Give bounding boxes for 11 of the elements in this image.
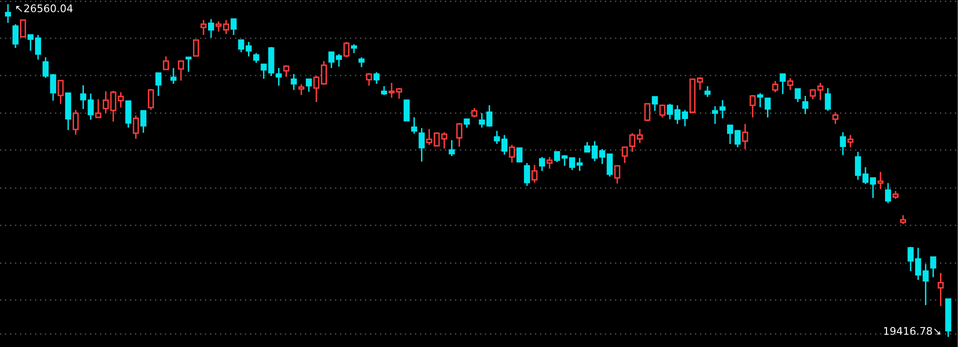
candlestick xyxy=(208,18,214,38)
candlestick xyxy=(276,67,282,86)
candlestick xyxy=(824,87,831,112)
candlestick xyxy=(290,73,297,91)
candlestick xyxy=(938,272,944,307)
candlestick xyxy=(787,78,794,91)
candlestick xyxy=(418,127,425,162)
candlestick xyxy=(757,92,764,108)
annotation: ↖26560.04 xyxy=(16,4,73,12)
annotation: 19416.78↘ xyxy=(884,327,940,335)
candlestick xyxy=(742,123,748,150)
